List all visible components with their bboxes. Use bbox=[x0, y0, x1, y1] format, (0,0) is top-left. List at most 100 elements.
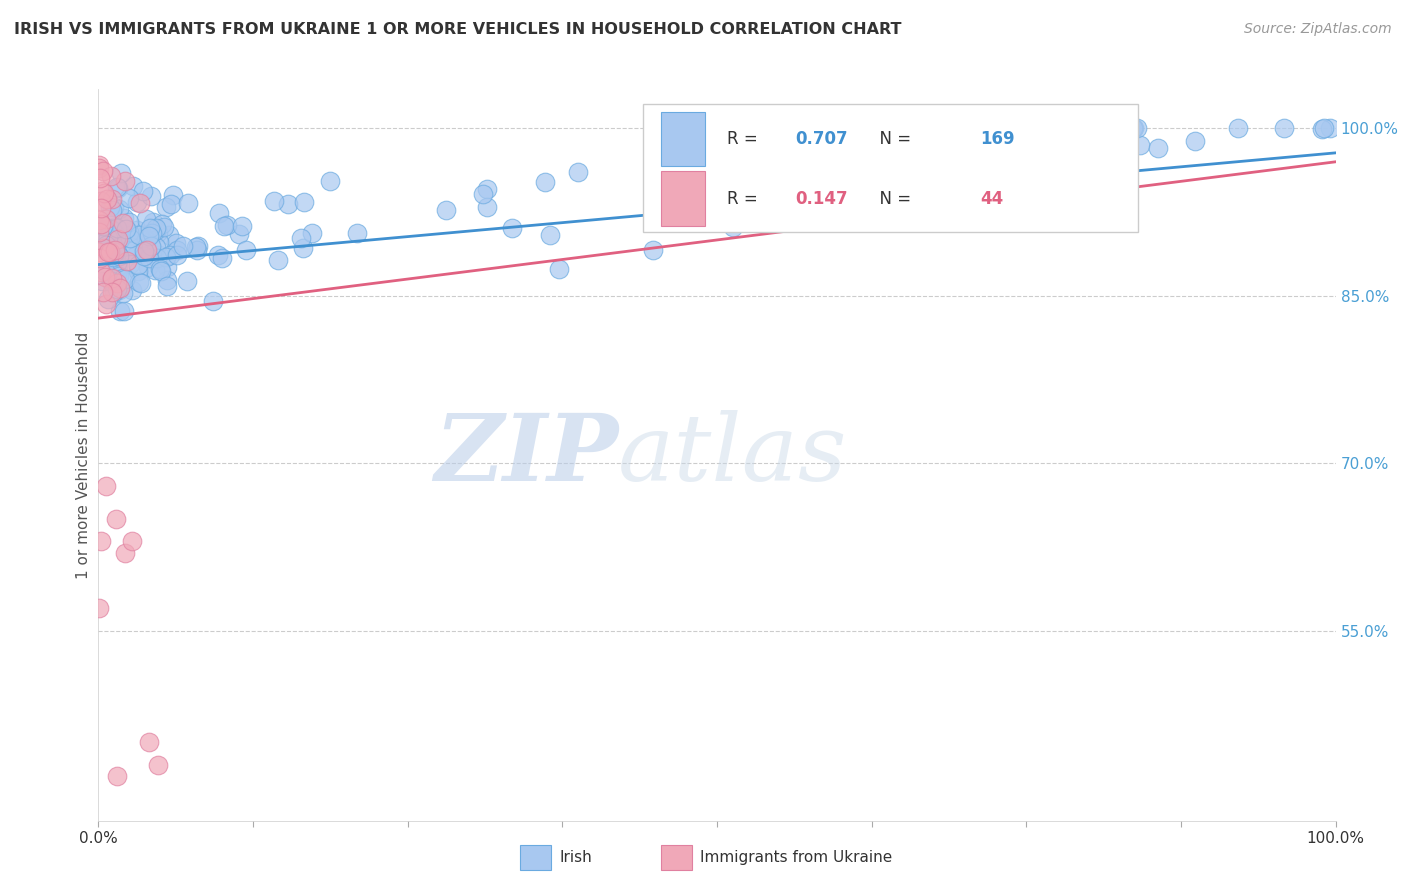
Point bbox=[533, 175, 555, 189]
Point bbox=[127, 264, 149, 278]
Point bbox=[142, 215, 165, 229]
Point bbox=[89, 225, 111, 239]
Point bbox=[120, 240, 142, 254]
Point bbox=[93, 285, 115, 300]
Point bbox=[1111, 121, 1133, 136]
Point bbox=[165, 235, 187, 250]
Point bbox=[104, 250, 127, 264]
Point bbox=[94, 263, 117, 277]
Point bbox=[699, 198, 721, 212]
Point bbox=[880, 137, 903, 152]
Point bbox=[1125, 121, 1147, 136]
Point bbox=[112, 270, 135, 285]
Point bbox=[87, 241, 110, 255]
Point bbox=[134, 249, 156, 263]
Point bbox=[114, 546, 136, 560]
Point bbox=[115, 253, 138, 268]
Point bbox=[152, 219, 174, 234]
Point bbox=[434, 202, 457, 217]
Point bbox=[938, 138, 960, 153]
Text: Irish: Irish bbox=[560, 850, 592, 864]
Point bbox=[1077, 165, 1099, 179]
Point bbox=[103, 285, 125, 299]
Text: N =: N = bbox=[869, 130, 917, 148]
Point bbox=[118, 230, 141, 244]
Point bbox=[148, 248, 170, 262]
Point bbox=[211, 251, 233, 265]
Point bbox=[128, 228, 150, 243]
Point bbox=[107, 232, 129, 246]
Point bbox=[105, 282, 128, 296]
Point bbox=[159, 248, 181, 262]
Point bbox=[127, 194, 149, 209]
Point bbox=[105, 232, 128, 246]
Point bbox=[108, 283, 131, 297]
Point bbox=[108, 248, 131, 262]
Text: N =: N = bbox=[869, 190, 917, 208]
Point bbox=[538, 228, 561, 243]
Point bbox=[155, 200, 177, 214]
Point bbox=[105, 255, 128, 269]
Point bbox=[737, 182, 759, 196]
Point bbox=[145, 251, 167, 265]
Point bbox=[290, 231, 312, 245]
Point bbox=[100, 202, 122, 217]
Point bbox=[87, 212, 110, 227]
Point bbox=[96, 192, 118, 206]
Point bbox=[101, 250, 124, 264]
Point bbox=[93, 241, 115, 255]
Point bbox=[96, 237, 118, 252]
Text: 44: 44 bbox=[980, 190, 1004, 208]
Point bbox=[135, 211, 157, 226]
Point bbox=[104, 243, 127, 257]
Point bbox=[117, 215, 139, 229]
Point bbox=[105, 230, 128, 244]
Point bbox=[267, 252, 290, 267]
Point bbox=[721, 220, 744, 235]
Text: R =: R = bbox=[727, 190, 763, 208]
Point bbox=[103, 200, 125, 214]
Point bbox=[90, 201, 112, 215]
Point bbox=[104, 245, 127, 260]
Point bbox=[960, 151, 983, 165]
Point bbox=[87, 601, 110, 615]
Point bbox=[235, 244, 257, 258]
Point bbox=[91, 274, 114, 288]
Point bbox=[94, 231, 117, 245]
Point bbox=[141, 241, 163, 255]
Point bbox=[1272, 121, 1295, 136]
Point bbox=[112, 303, 135, 318]
Point bbox=[477, 181, 499, 195]
Point bbox=[138, 735, 160, 749]
Point bbox=[114, 272, 136, 286]
Point bbox=[155, 250, 177, 264]
Point bbox=[90, 219, 112, 234]
FancyBboxPatch shape bbox=[661, 112, 704, 167]
Point bbox=[1184, 134, 1206, 148]
Point bbox=[94, 211, 117, 226]
Point bbox=[292, 195, 315, 210]
Point bbox=[186, 244, 208, 258]
Point bbox=[100, 274, 122, 288]
Point bbox=[156, 260, 179, 275]
Point bbox=[145, 240, 167, 254]
Point bbox=[1310, 122, 1333, 136]
Point bbox=[91, 164, 114, 178]
Point bbox=[135, 227, 157, 241]
Point bbox=[107, 277, 129, 292]
Point bbox=[110, 166, 132, 180]
Point bbox=[105, 769, 128, 783]
Point bbox=[157, 228, 180, 243]
Point bbox=[111, 286, 134, 301]
Point bbox=[101, 271, 124, 285]
Point bbox=[122, 178, 145, 193]
Point bbox=[101, 285, 124, 299]
Point bbox=[121, 283, 143, 297]
Point bbox=[472, 186, 495, 201]
Point bbox=[105, 245, 128, 260]
Point bbox=[87, 161, 110, 176]
Point bbox=[115, 221, 138, 235]
Point bbox=[156, 279, 179, 293]
Point bbox=[136, 243, 159, 257]
Point bbox=[217, 219, 239, 233]
